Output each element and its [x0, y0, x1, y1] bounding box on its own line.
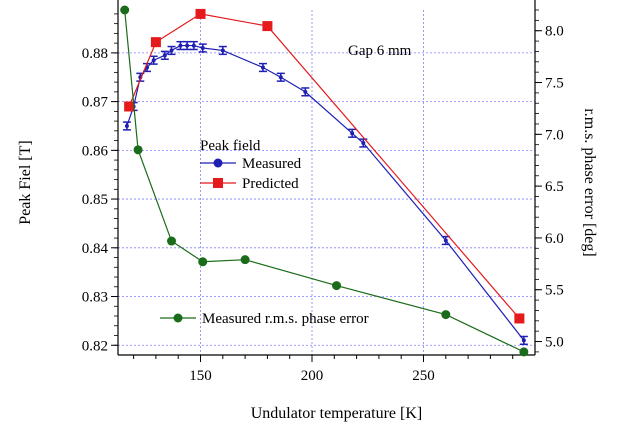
x-tick-label: 250: [412, 368, 435, 384]
data-point: [443, 238, 448, 243]
legend-marker: [173, 313, 183, 323]
data-point: [278, 75, 283, 80]
data-point: [178, 43, 183, 48]
legend-marker: [213, 158, 223, 168]
data-point: [260, 65, 265, 70]
data-point: [198, 257, 208, 267]
y-left-tick-label: 0.84: [82, 241, 109, 257]
y-left-tick-label: 0.87: [82, 95, 109, 111]
legend: Peak field Measured Predicted Measured r.m.…: [160, 138, 369, 327]
data-point: [332, 281, 342, 291]
x-tick-label: 150: [189, 368, 212, 384]
y-left-tick-label: 0.83: [82, 290, 108, 306]
y-axis-label-right: r.m.s. phase error [deg]: [581, 108, 598, 256]
series-line: [128, 13, 520, 319]
y-right-tick-label: 7.5: [545, 76, 564, 92]
legend-label: Predicted: [242, 176, 299, 192]
data-point: [514, 313, 525, 324]
y-right-tick-label: 5.0: [545, 335, 564, 351]
data-point: [220, 48, 225, 53]
data-point: [519, 347, 529, 357]
data-point: [124, 101, 135, 112]
data-point: [240, 255, 250, 265]
data-point: [361, 141, 366, 146]
series-layer: [120, 5, 529, 357]
data-point: [441, 310, 451, 320]
x-axis-label: Undulator temperature [K]: [251, 405, 422, 422]
y-left-tick-label: 0.85: [82, 192, 108, 208]
y-left-tick-label: 0.88: [82, 46, 108, 62]
annotation: Gap 6 mm: [348, 43, 412, 59]
y-right-tick-label: 5.5: [545, 283, 564, 299]
y-left-tick-label: 0.82: [82, 338, 108, 354]
legend-label: Measured: [242, 156, 302, 172]
y-axis-label-left: Peak Fiel [T]: [17, 140, 34, 224]
y-right-tick-label: 6.0: [545, 231, 564, 247]
data-point: [124, 123, 129, 128]
legend-label: Measured r.m.s. phase error: [202, 311, 369, 327]
data-point: [150, 37, 161, 48]
data-point: [185, 43, 190, 48]
data-point: [167, 236, 177, 246]
labels: 150 200 250 0.82 0.83 0.84 0.85 0.86 0.87 0.88 5.0…: [17, 24, 598, 422]
data-point: [120, 5, 130, 15]
data-point: [195, 8, 206, 19]
grid: [118, 10, 535, 355]
y-right-tick-label: 6.5: [545, 179, 564, 195]
legend-marker: [213, 178, 223, 188]
data-point: [151, 58, 156, 63]
y-right-tick-label: 8.0: [545, 24, 564, 40]
data-point: [521, 338, 526, 343]
y-right-tick-label: 7.0: [545, 127, 564, 143]
axes: [111, 0, 542, 362]
data-point: [350, 131, 355, 136]
data-point: [133, 145, 143, 155]
legend-title: Peak field: [200, 138, 261, 154]
data-point: [200, 46, 205, 51]
data-point: [169, 48, 174, 53]
data-point: [303, 89, 308, 94]
x-tick-label: 200: [301, 368, 324, 384]
data-point: [262, 21, 273, 32]
series-line: [124, 9, 525, 353]
y-left-tick-label: 0.86: [82, 143, 109, 159]
data-point: [191, 43, 196, 48]
data-point: [162, 53, 167, 58]
